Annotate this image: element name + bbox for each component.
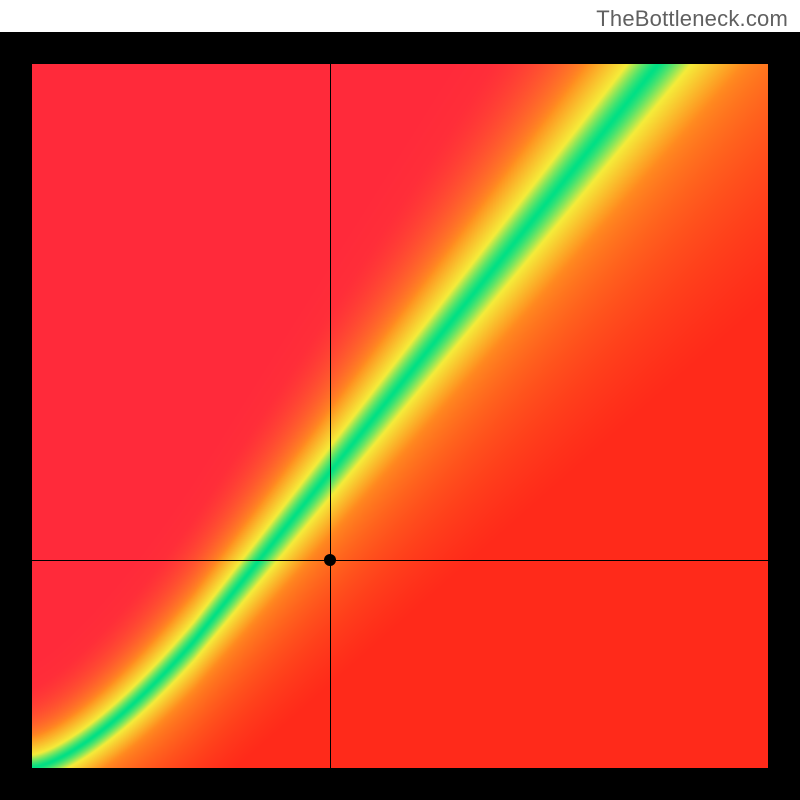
watermark-text: TheBottleneck.com	[596, 6, 788, 32]
chart-plot-area	[32, 64, 768, 768]
crosshair-horizontal	[32, 560, 768, 561]
chart-outer-frame	[0, 32, 800, 800]
marker-dot	[324, 554, 336, 566]
crosshair-vertical	[330, 64, 331, 768]
chart-container: TheBottleneck.com	[0, 0, 800, 800]
heatmap-canvas	[32, 64, 768, 768]
